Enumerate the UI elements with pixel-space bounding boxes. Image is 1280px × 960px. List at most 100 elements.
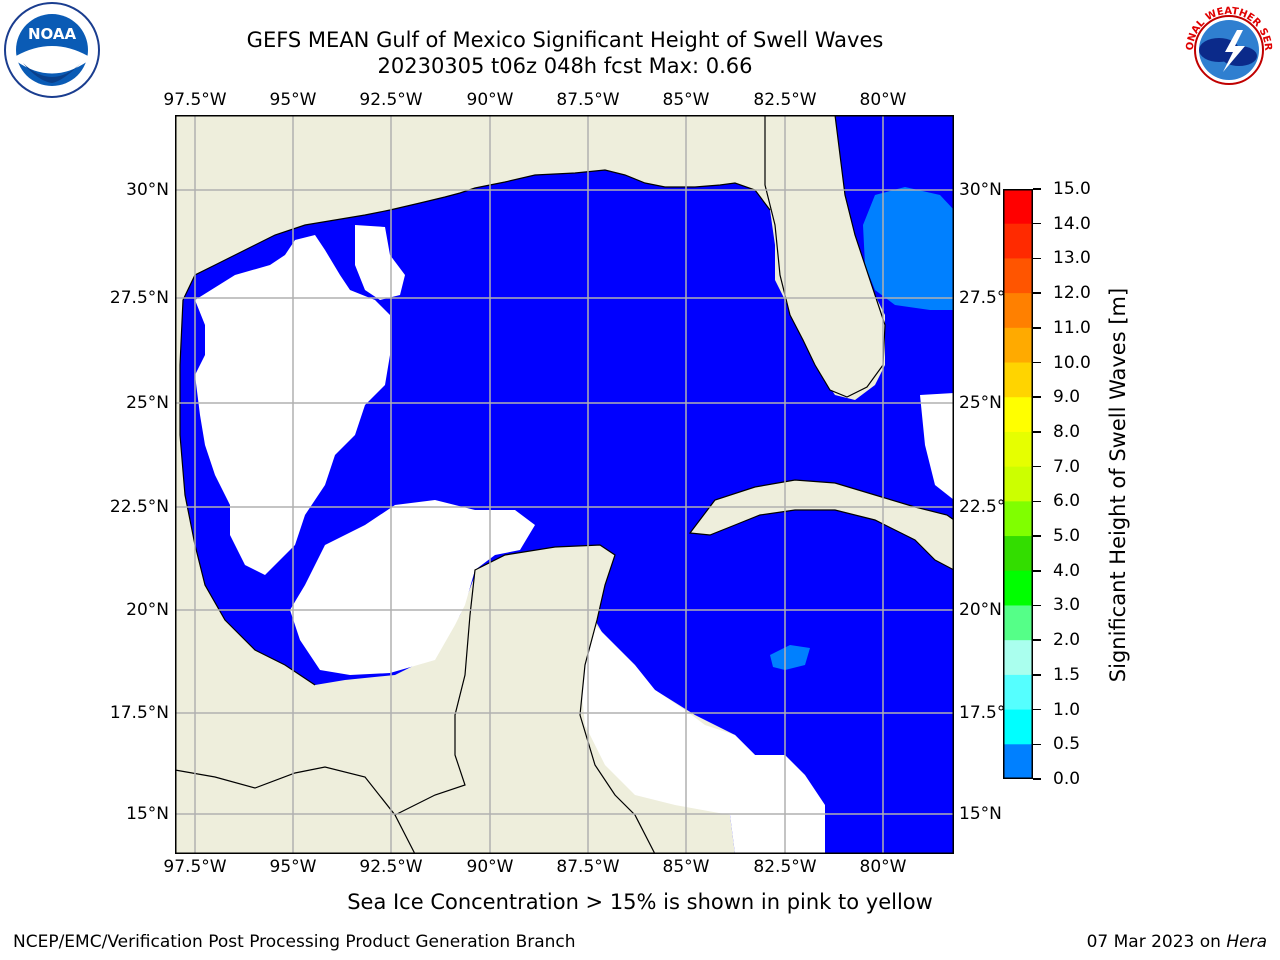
map-canvas [174, 114, 955, 855]
map-frame [175, 115, 954, 854]
colorbar-tick-label: 0.5 [1053, 734, 1081, 755]
colorbar-segment [1003, 640, 1033, 676]
colorbar-tick-mark [1033, 361, 1041, 364]
swell-area-atlantic [863, 187, 954, 310]
colorbar-tick-mark [1033, 292, 1041, 294]
colorbar-tick-label: 8.0 [1053, 421, 1081, 442]
lon-tick-bottom: 90°W [466, 857, 514, 877]
colorbar-segment [1003, 744, 1033, 780]
colorbar-scale [1003, 189, 1033, 780]
map-gridlines [175, 115, 954, 854]
lon-tick-top: 80°W [859, 90, 907, 110]
colorbar-tick-mark [1033, 639, 1041, 641]
lat-tick-left: 27.5°N [109, 288, 169, 308]
forecast-subtitle: 20230305 t06z 048h fcst Max: 0.66 [377, 54, 753, 78]
colorbar-tick-label: 14.0 [1053, 213, 1091, 234]
noaa-logo: NOAA [3, 1, 101, 99]
shelf-patch-yucatan [580, 625, 825, 854]
colorbar-tick-mark [1033, 465, 1041, 468]
colorbar-tick-mark [1033, 708, 1041, 711]
colorbar-segment [1003, 466, 1033, 502]
lon-tick-bottom: 80°W [859, 857, 907, 877]
colorbar-segment [1003, 397, 1033, 433]
sea-ice-note: Sea Ice Concentration > 15% is shown in … [347, 890, 933, 914]
lon-tick-bottom: 87.5°W [556, 857, 620, 877]
colorbar-tick-mark [1033, 257, 1041, 260]
colorbar-tick-mark [1033, 431, 1041, 433]
colorbar-tick-mark [1033, 222, 1041, 225]
colorbar-tick-mark [1033, 396, 1041, 398]
lon-tick-top: 90°W [466, 90, 514, 110]
lon-tick-top: 97.5°W [163, 90, 227, 110]
colorbar-segment [1003, 536, 1033, 572]
swell-area-caribbean [770, 645, 810, 670]
colorbar-tick-mark [1033, 535, 1041, 537]
colorbar-tick-label: 0.0 [1053, 769, 1081, 789]
shelf-patch-campeche [290, 500, 535, 675]
yucatan-land [394, 544, 656, 855]
colorbar-segment [1003, 674, 1033, 711]
colorbar-tick-label: 3.0 [1053, 595, 1081, 616]
footer-date-text: 07 Mar 2023 on [1086, 932, 1227, 952]
colorbar-segment [1003, 293, 1033, 329]
colorbar-segment [1003, 431, 1033, 468]
colorbar-tick-mark [1033, 674, 1041, 676]
colorbar-tick-mark [1033, 570, 1041, 572]
colorbar-segment [1003, 223, 1033, 259]
colorbar-segment [1003, 709, 1033, 745]
lon-tick-top: 95°W [269, 90, 317, 110]
colorbar-segment [1003, 258, 1033, 294]
colorbar-tick-mark [1033, 500, 1041, 503]
colorbar-tick-mark [1033, 604, 1041, 607]
colorbar-frame [1003, 189, 1033, 779]
colorbar-tick-label: 13.0 [1053, 248, 1091, 269]
lon-tick-top: 85°W [662, 90, 710, 110]
colorbar-tick-label: 1.0 [1053, 699, 1081, 720]
shelf-patch-keys [920, 393, 954, 500]
lat-tick-left: 17.5°N [109, 703, 169, 723]
colorbar-tick-label: 10.0 [1053, 352, 1091, 373]
footer-date: 07 Mar 2023 on Hera [1087, 932, 1267, 952]
footer-organization: NCEP/EMC/Verification Post Processing Pr… [13, 932, 576, 952]
lat-tick-left: 30°N [126, 180, 169, 200]
lon-tick-top: 82.5°W [753, 90, 817, 110]
noaa-logo-icon: NOAA [4, 2, 100, 98]
colorbar-tick-mark [1033, 188, 1041, 190]
colorbar [1003, 189, 1033, 780]
nws-logo: NATIONAL WEATHER SERVICE [1175, 0, 1279, 100]
mexico-gulf-coast [179, 299, 316, 686]
lat-tick-left: 20°N [126, 600, 169, 620]
colorbar-tick-mark [1033, 778, 1041, 780]
colorbar-tick-label: 9.0 [1053, 387, 1081, 408]
colorbar-segment [1003, 605, 1033, 641]
colorbar-tick-label: 11.0 [1053, 317, 1091, 338]
colorbar-tick-label: 4.0 [1053, 560, 1081, 581]
colorbar-tick-label: 12.0 [1053, 283, 1091, 304]
svg-text:NOAA: NOAA [28, 25, 77, 43]
colorbar-tick-mark [1033, 327, 1041, 329]
lat-tick-left: 15°N [126, 804, 169, 824]
lon-tick-bottom: 92.5°W [359, 857, 423, 877]
colorbar-tick-label: 2.0 [1053, 630, 1081, 651]
shelf-patch-north [355, 225, 405, 300]
lat-tick-right: 30°N [959, 180, 1002, 200]
lon-tick-top: 92.5°W [359, 90, 423, 110]
colorbar-tick-mark [1033, 743, 1041, 746]
colorbar-tick-label: 7.0 [1053, 456, 1081, 477]
page-title: GEFS MEAN Gulf of Mexico Significant Hei… [246, 28, 884, 52]
lon-tick-bottom: 95°W [269, 857, 317, 877]
swell-height-map [174, 114, 955, 855]
lon-tick-bottom: 82.5°W [753, 857, 817, 877]
lat-tick-left: 22.5°N [109, 497, 169, 517]
lon-tick-top: 87.5°W [556, 90, 620, 110]
colorbar-label: Significant Height of Swell Waves [m] [1106, 287, 1130, 683]
lat-tick-right: 20°N [959, 600, 1002, 620]
footer-host: Hera [1226, 932, 1267, 952]
colorbar-tick-label: 5.0 [1053, 526, 1081, 547]
colorbar-segment [1003, 501, 1033, 537]
colorbar-segment [1003, 327, 1033, 364]
nws-logo-icon: NATIONAL WEATHER SERVICE [1175, 0, 1277, 98]
lon-tick-bottom: 85°W [662, 857, 710, 877]
lat-tick-left: 25°N [126, 393, 169, 413]
colorbar-segment [1003, 570, 1033, 606]
